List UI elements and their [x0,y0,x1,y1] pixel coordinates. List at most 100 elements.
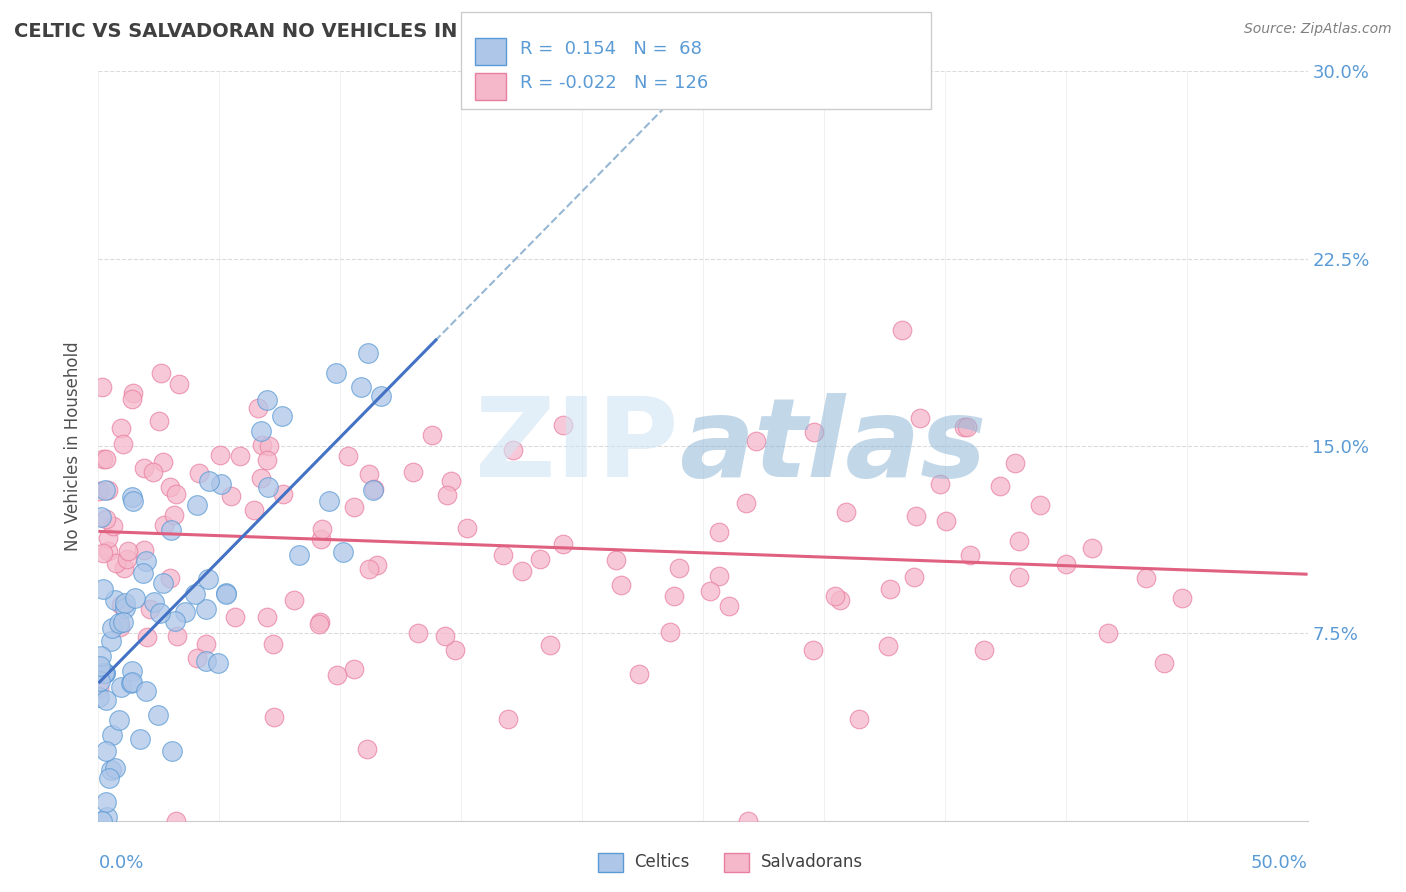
Point [159,480,181,494]
Point [256,609,278,624]
Point [356,741,378,756]
Point [135,554,157,568]
Point [163,508,186,522]
Point [956,420,979,434]
Point [905,509,928,524]
Point [207,657,229,671]
Point [100,728,122,742]
Point [953,419,976,434]
Point [257,439,280,453]
Point [903,570,925,584]
Point [256,452,278,467]
Point [91,451,114,466]
Point [100,634,122,648]
Point [108,615,131,630]
Point [308,615,330,630]
Point [436,488,458,502]
Point [745,434,768,448]
Text: Source: ZipAtlas.com: Source: ZipAtlas.com [1244,22,1392,37]
Text: Celtics: Celtics [634,853,689,871]
Point [263,710,285,724]
Point [94,693,117,707]
Point [165,486,187,500]
Point [529,552,551,566]
Point [160,744,183,758]
Point [121,674,143,689]
Point [87,484,110,499]
Point [247,401,270,416]
Point [87,681,110,695]
Point [325,366,347,380]
Point [142,465,165,479]
Point [440,474,463,488]
Point [1029,498,1052,512]
Point [357,562,380,576]
Point [110,598,132,612]
Point [262,637,284,651]
Point [219,489,242,503]
Point [112,615,135,629]
Point [350,380,373,394]
Point [717,599,740,613]
Point [166,629,188,643]
Point [699,584,721,599]
Point [1135,571,1157,585]
Point [215,587,238,601]
Point [152,455,174,469]
Point [97,483,120,497]
Point [110,421,132,435]
Point [194,602,217,616]
Point [510,565,533,579]
Point [538,638,561,652]
Point [197,572,219,586]
Point [96,744,118,758]
Point [135,684,157,698]
Text: atlas: atlas [679,392,986,500]
Point [828,592,851,607]
Point [337,449,360,463]
Point [94,795,117,809]
Point [112,561,135,575]
Point [835,505,858,519]
Point [433,629,456,643]
Point [121,493,143,508]
Point [801,643,824,657]
Point [187,466,209,480]
Point [959,548,981,562]
Point [876,639,898,653]
Point [209,448,232,462]
Point [658,625,681,640]
Point [115,552,138,566]
Point [117,544,139,558]
Point [879,582,901,597]
Point [1004,457,1026,471]
Point [318,493,340,508]
Point [121,385,143,400]
Point [668,561,690,575]
Point [134,543,156,558]
Point [890,323,912,337]
Point [229,449,252,463]
Point [343,662,366,676]
Point [357,346,380,360]
Point [249,471,271,485]
Text: ZIP: ZIP [475,392,679,500]
Point [803,425,825,440]
Point [148,707,170,722]
Point [138,602,160,616]
Point [94,483,117,497]
Text: 50.0%: 50.0% [1251,855,1308,872]
Point [134,460,156,475]
Point [108,713,131,727]
Point [132,566,155,580]
Point [609,578,631,592]
Point [111,437,134,451]
Point [605,552,627,566]
Point [1153,656,1175,670]
Point [270,409,292,423]
Point [361,483,384,497]
Point [370,389,392,403]
Point [707,525,730,540]
Point [283,593,305,607]
Point [935,515,957,529]
